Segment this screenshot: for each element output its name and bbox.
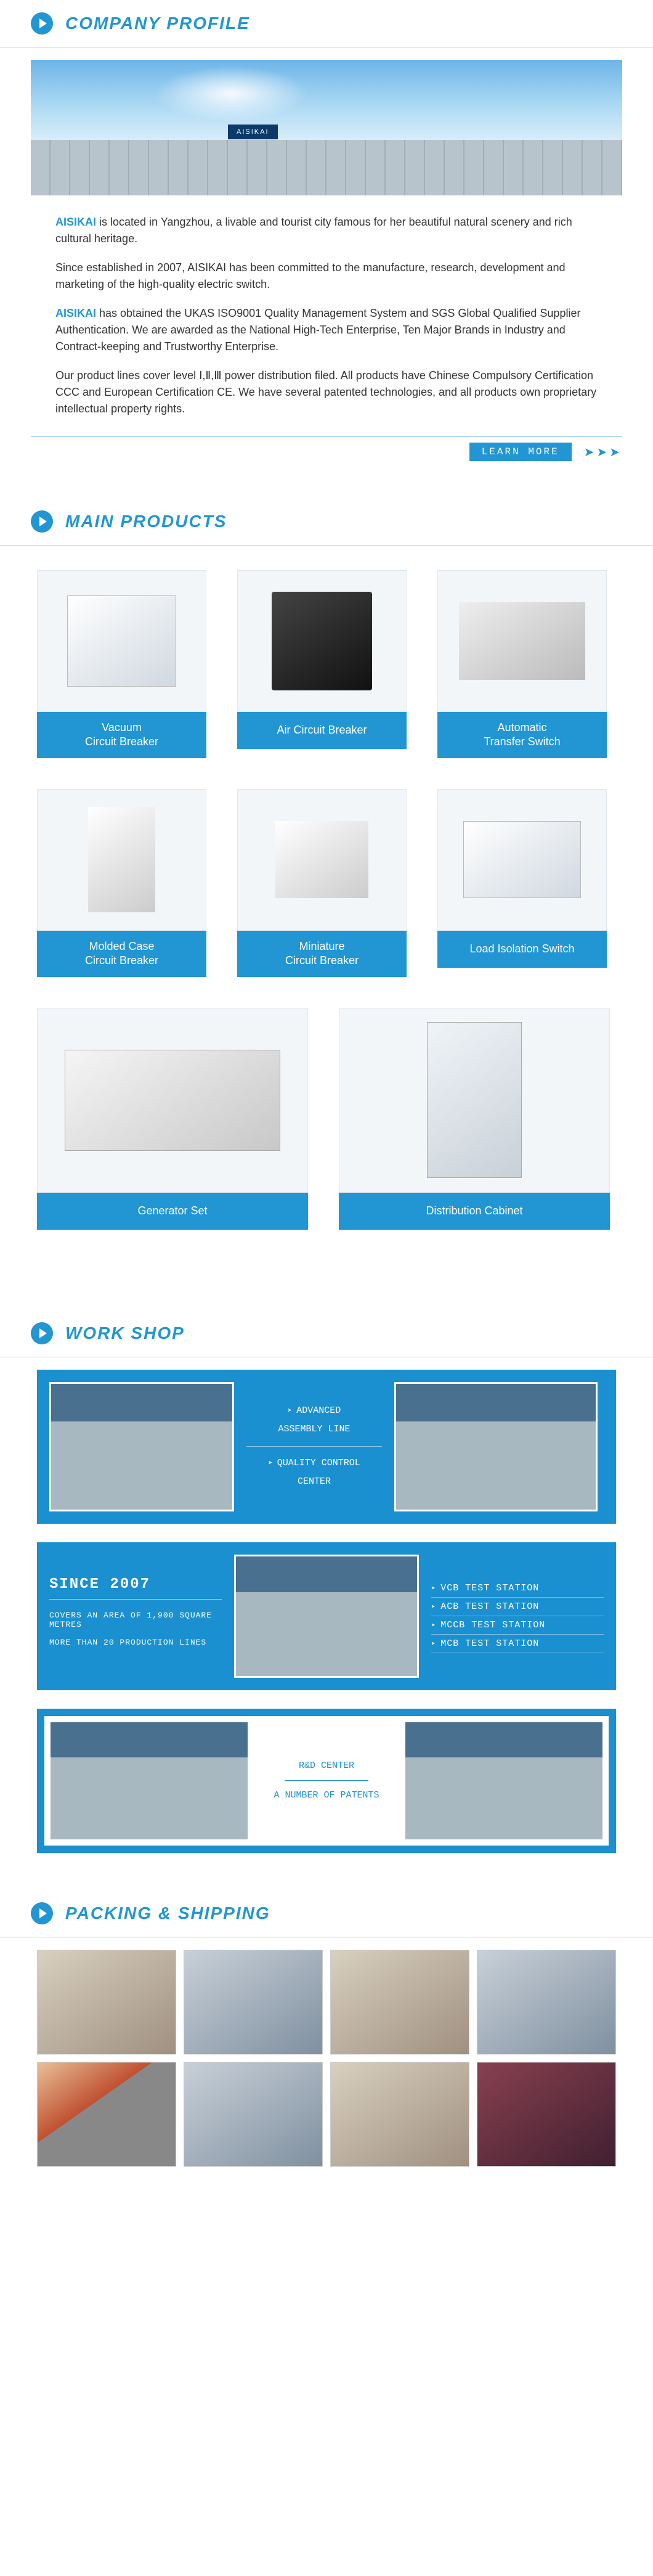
workshop-line: QUALITY CONTROL xyxy=(246,1454,382,1473)
brand-name: AISIKAI xyxy=(55,216,96,228)
main-products-section: MAIN PRODUCTS VacuumCircuit Breaker Air … xyxy=(0,498,653,1273)
product-card-load-isolation[interactable]: Load Isolation Switch xyxy=(437,789,607,977)
products-row: Generator Set Distribution Cabinet xyxy=(37,1008,616,1230)
workshop-line: ASSEMBLY LINE xyxy=(246,1420,382,1439)
product-label: Load Isolation Switch xyxy=(437,931,607,968)
section-header: WORK SHOP xyxy=(0,1310,653,1357)
workshop-photo xyxy=(49,1382,234,1511)
product-image xyxy=(437,570,607,712)
section-header: MAIN PRODUCTS xyxy=(0,498,653,546)
divider xyxy=(246,1446,382,1447)
rd-title: R&D CENTER xyxy=(266,1757,387,1774)
packing-photo xyxy=(184,1950,323,2055)
product-image xyxy=(237,789,407,931)
packing-photo xyxy=(330,1950,469,2055)
section-header: PACKING & SHIPPING xyxy=(0,1890,653,1937)
station-item: MCCB TEST STATION xyxy=(431,1616,604,1635)
section-title: PACKING & SHIPPING xyxy=(65,1903,270,1923)
arrow-right-icon xyxy=(31,1322,53,1344)
rd-center-label: R&D CENTER A NUMBER OF PATENTS xyxy=(260,1746,393,1815)
section-title: WORK SHOP xyxy=(65,1323,185,1343)
products-grid: VacuumCircuit Breaker Air Circuit Breake… xyxy=(0,558,653,1273)
workshop-line: CENTER xyxy=(246,1473,382,1491)
product-image xyxy=(37,570,206,712)
product-label: Air Circuit Breaker xyxy=(237,712,407,749)
packing-section: PACKING & SHIPPING xyxy=(0,1890,653,2167)
workshop-section: WORK SHOP ADVANCED ASSEMBLY LINE QUALITY… xyxy=(0,1310,653,1853)
workshop-photo xyxy=(394,1382,598,1511)
product-image xyxy=(37,1008,308,1193)
learn-more-button[interactable]: LEARN MORE xyxy=(469,443,572,461)
products-row: VacuumCircuit Breaker Air Circuit Breake… xyxy=(37,570,616,758)
rd-sub: A NUMBER OF PATENTS xyxy=(266,1787,387,1804)
brand-name: AISIKAI xyxy=(55,307,96,319)
arrow-right-icon xyxy=(31,12,53,35)
workshop-block-1: ADVANCED ASSEMBLY LINE QUALITY CONTROL C… xyxy=(37,1370,616,1524)
packing-photo xyxy=(184,2062,323,2167)
station-item: VCB TEST STATION xyxy=(431,1579,604,1598)
product-image xyxy=(237,570,407,712)
workshop-photo xyxy=(234,1555,419,1678)
product-label: Distribution Cabinet xyxy=(339,1193,610,1230)
product-card-mccb[interactable]: Molded CaseCircuit Breaker xyxy=(37,789,206,977)
workshop-photo xyxy=(405,1722,602,1839)
product-image xyxy=(437,789,607,931)
building-sign: AISIKAI xyxy=(228,125,278,139)
packing-photo xyxy=(330,2062,469,2167)
product-label: VacuumCircuit Breaker xyxy=(37,712,206,758)
arrows-icon: ➤➤➤ xyxy=(584,444,622,460)
learn-more-row: LEARN MORE ➤➤➤ xyxy=(31,436,622,461)
workshop-since: SINCE 2007 COVERS AN AREA OF 1,900 SQUAR… xyxy=(49,1576,222,1656)
since-area: COVERS AN AREA OF 1,900 SQUARE METRES xyxy=(49,1611,222,1629)
product-card-generator[interactable]: Generator Set xyxy=(37,1008,308,1230)
workshop-block-3: R&D CENTER A NUMBER OF PATENTS xyxy=(37,1709,616,1853)
packing-photo xyxy=(477,2062,616,2167)
workshop-block-2: SINCE 2007 COVERS AN AREA OF 1,900 SQUAR… xyxy=(37,1542,616,1690)
test-stations-list: VCB TEST STATION ACB TEST STATION MCCB T… xyxy=(431,1579,604,1653)
product-label: Molded CaseCircuit Breaker xyxy=(37,931,206,977)
company-para-3: AISIKAI has obtained the UKAS ISO9001 Qu… xyxy=(55,305,598,355)
company-para-4: Our product lines cover level Ⅰ,Ⅱ,Ⅲ powe… xyxy=(55,367,598,417)
since-lines: MORE THAN 20 PRODUCTION LINES xyxy=(49,1638,222,1647)
divider xyxy=(285,1780,368,1781)
product-card-vacuum-breaker[interactable]: VacuumCircuit Breaker xyxy=(37,570,206,758)
product-card-ats[interactable]: AutomaticTransfer Switch xyxy=(437,570,607,758)
station-item: MCB TEST STATION xyxy=(431,1635,604,1653)
workshop-text: ADVANCED ASSEMBLY LINE QUALITY CONTROL C… xyxy=(246,1402,382,1491)
product-image xyxy=(37,789,206,931)
product-label: AutomaticTransfer Switch xyxy=(437,712,607,758)
station-item: ACB TEST STATION xyxy=(431,1598,604,1616)
section-title: MAIN PRODUCTS xyxy=(65,512,227,531)
packing-row xyxy=(37,2062,616,2167)
company-para-2: Since established in 2007, AISIKAI has b… xyxy=(55,260,598,293)
arrow-right-icon xyxy=(31,1902,53,1924)
packing-grid xyxy=(0,1950,653,2167)
product-label: Generator Set xyxy=(37,1193,308,1230)
product-image xyxy=(339,1008,610,1193)
since-title: SINCE 2007 xyxy=(49,1576,222,1600)
packing-row xyxy=(37,1950,616,2055)
company-profile-section: COMPANY PROFILE AISIKAI AISIKAI is locat… xyxy=(0,0,653,461)
arrow-right-icon xyxy=(31,510,53,533)
packing-photo xyxy=(477,1950,616,2055)
workshop-photo xyxy=(51,1722,248,1839)
product-label: MiniatureCircuit Breaker xyxy=(237,931,407,977)
product-card-cabinet[interactable]: Distribution Cabinet xyxy=(339,1008,610,1230)
packing-photo xyxy=(37,2062,176,2167)
section-header: COMPANY PROFILE xyxy=(0,0,653,47)
company-para-1: AISIKAI is located in Yangzhou, a livabl… xyxy=(55,214,598,247)
packing-photo xyxy=(37,1950,176,2055)
company-building-image: AISIKAI xyxy=(31,60,622,195)
company-description: AISIKAI is located in Yangzhou, a livabl… xyxy=(0,214,653,417)
products-row: Molded CaseCircuit Breaker MiniatureCirc… xyxy=(37,789,616,977)
section-title: COMPANY PROFILE xyxy=(65,14,250,33)
workshop-line: ADVANCED xyxy=(246,1402,382,1420)
product-card-air-breaker[interactable]: Air Circuit Breaker xyxy=(237,570,407,758)
product-card-mcb[interactable]: MiniatureCircuit Breaker xyxy=(237,789,407,977)
